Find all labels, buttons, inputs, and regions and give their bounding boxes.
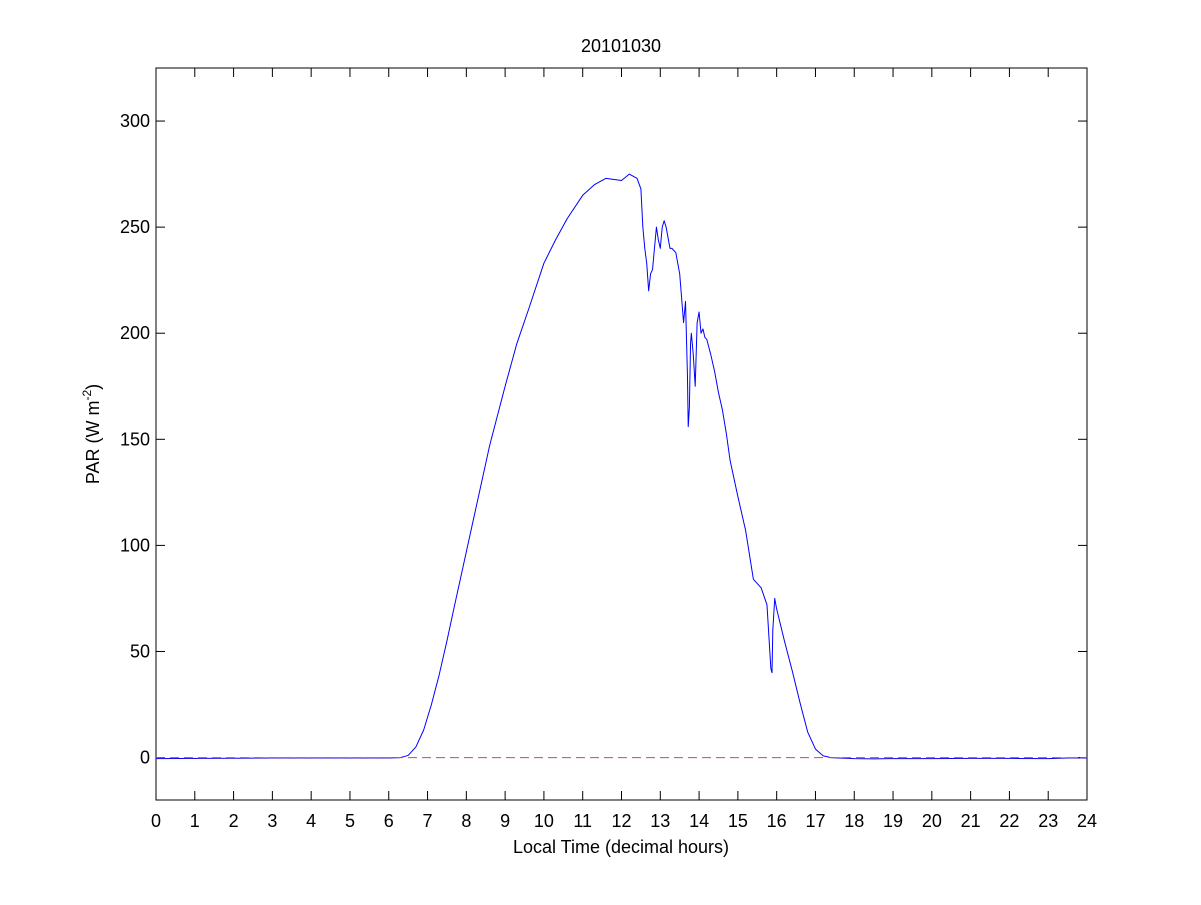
x-tick-label: 16	[767, 811, 787, 831]
x-tick-label: 17	[805, 811, 825, 831]
x-tick-label: 19	[883, 811, 903, 831]
x-tick-label: 4	[306, 811, 316, 831]
x-tick-label: 6	[384, 811, 394, 831]
x-tick-label: 11	[573, 811, 592, 831]
x-tick-label: 10	[534, 811, 554, 831]
x-tick-label: 9	[500, 811, 510, 831]
x-tick-label: 13	[650, 811, 670, 831]
y-tick-label: 250	[120, 217, 150, 237]
y-tick-label: 100	[120, 535, 150, 555]
x-tick-label: 8	[461, 811, 471, 831]
x-tick-label: 20	[922, 811, 942, 831]
axes-frame	[155, 67, 1088, 801]
x-tick-label: 0	[151, 811, 161, 831]
y-tick-label: 200	[120, 323, 150, 343]
x-tick-label: 21	[961, 811, 981, 831]
y-tick-label: 150	[120, 429, 150, 449]
chart-title: 20101030	[581, 36, 661, 56]
x-axis-label: Local Time (decimal hours)	[513, 837, 729, 857]
y-axis-label-prefix: PAR (W m	[83, 401, 103, 485]
x-tick-label: 14	[689, 811, 709, 831]
x-tick-label: 5	[345, 811, 355, 831]
y-axis-label-suffix: )	[83, 384, 103, 390]
par-series-line	[155, 173, 1087, 760]
x-tick-label: 2	[229, 811, 239, 831]
x-tick-label: 3	[267, 811, 277, 831]
y-tick-label: 50	[130, 641, 150, 661]
x-tick-label: 18	[844, 811, 864, 831]
y-axis-label-superscript: -2	[80, 390, 94, 401]
y-axis-label: PAR (W m-2)	[80, 384, 103, 484]
plot-area: 0 1 2 3 4 5 6 7 8 9 10 11 12 13 14 15 16 17 18 19 20 21 22 23 24…	[120, 67, 1097, 831]
x-tick-label: 23	[1038, 811, 1058, 831]
y-tick-label: 0	[140, 748, 150, 768]
x-tick-label: 22	[999, 811, 1019, 831]
x-tick-label: 1	[190, 811, 200, 831]
x-tick-label: 15	[728, 811, 748, 831]
x-tick-label: 12	[611, 811, 631, 831]
y-tick-label: 300	[120, 111, 150, 131]
x-tick-label: 24	[1077, 811, 1097, 831]
x-tick-label: 7	[423, 811, 433, 831]
